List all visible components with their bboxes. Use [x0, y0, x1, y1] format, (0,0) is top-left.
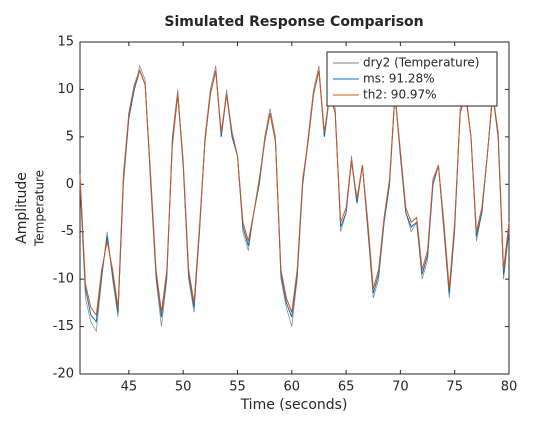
y-tick-label: 0	[66, 177, 74, 192]
x-tick-label: 65	[338, 380, 355, 395]
y-tick-label: -10	[53, 272, 74, 287]
y-axis-label: Amplitude	[14, 172, 30, 244]
chart-title: Simulated Response Comparison	[164, 14, 423, 30]
x-tick-label: 70	[392, 380, 409, 395]
legend-label: th2: 90.97%	[363, 88, 437, 102]
x-tick-label: 55	[229, 380, 246, 395]
y-tick-label: -15	[53, 319, 74, 334]
y-axis-sublabel: Temperature	[33, 170, 47, 247]
x-tick-label: 50	[175, 380, 192, 395]
y-tick-label: -20	[53, 367, 74, 382]
x-tick-label: 60	[284, 380, 301, 395]
y-tick-label: 5	[66, 129, 74, 144]
legend-label: ms: 91.28%	[363, 72, 435, 86]
legend-label: dry2 (Temperature)	[363, 56, 479, 70]
y-tick-label: -5	[61, 224, 74, 239]
x-tick-label: 80	[501, 380, 518, 395]
x-tick-label: 45	[121, 380, 138, 395]
y-tick-label: 15	[57, 35, 74, 50]
x-axis-label: Time (seconds)	[240, 397, 348, 413]
series-line	[79, 69, 510, 317]
x-tick-label: 75	[446, 380, 463, 395]
y-tick-label: 10	[57, 82, 74, 97]
